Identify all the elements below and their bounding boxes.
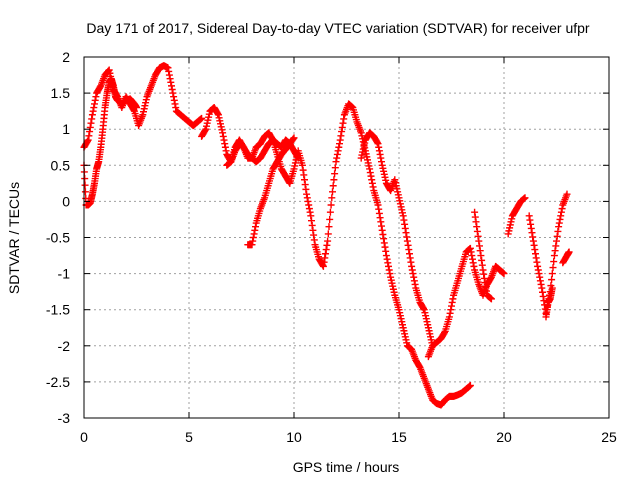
data-point xyxy=(548,276,556,284)
series-track-d xyxy=(223,136,302,169)
data-point xyxy=(548,270,556,278)
y-tick-label: 1.5 xyxy=(51,85,71,101)
x-tick-label: 0 xyxy=(80,429,88,445)
data-point xyxy=(169,89,177,97)
data-point xyxy=(466,382,474,390)
data-point xyxy=(548,284,556,292)
y-tick-label: 1 xyxy=(62,121,70,137)
grid xyxy=(84,57,609,418)
y-tick-label: 0 xyxy=(62,193,70,209)
y-tick-label: -1 xyxy=(58,266,71,282)
y-tick-label: -2.5 xyxy=(46,374,70,390)
data-point xyxy=(549,264,557,272)
x-tick-label: 10 xyxy=(286,429,302,445)
data-points xyxy=(80,62,573,409)
data-point xyxy=(89,107,97,115)
data-point xyxy=(330,176,338,184)
axis-ticks: 0 5 10 15 20 25 -3 -2.5 -2 -1.5 -1 -0.5 0 0.5 1 1.5 2 xyxy=(46,49,617,445)
series-track-h xyxy=(471,208,495,303)
series-track-k xyxy=(542,284,556,321)
data-point xyxy=(324,230,332,238)
y-tick-label: -1.5 xyxy=(46,302,70,318)
data-point xyxy=(249,234,257,241)
series-track-i xyxy=(504,194,529,238)
data-point xyxy=(252,223,259,231)
data-point xyxy=(81,181,89,189)
series-track-e xyxy=(244,134,298,249)
series-track-a xyxy=(80,62,206,151)
data-point xyxy=(327,201,335,209)
data-point xyxy=(165,71,173,79)
x-axis-label: GPS time / hours xyxy=(293,459,400,475)
data-point xyxy=(251,226,259,234)
data-point xyxy=(290,134,298,142)
data-point xyxy=(221,143,229,151)
y-tick-label: -2 xyxy=(58,338,71,354)
data-point xyxy=(84,136,92,144)
data-point xyxy=(198,114,206,122)
series-track-f xyxy=(357,129,437,350)
data-point xyxy=(565,248,573,256)
data-point xyxy=(331,170,339,178)
data-point xyxy=(326,208,334,216)
x-tick-label: 15 xyxy=(391,429,407,445)
data-point xyxy=(329,182,337,190)
y-tick-label: 0.5 xyxy=(51,157,71,173)
x-tick-label: 25 xyxy=(601,429,617,445)
data-point xyxy=(324,237,332,245)
series-track-l xyxy=(559,248,573,267)
data-point xyxy=(326,215,334,223)
data-point xyxy=(133,104,140,112)
data-point xyxy=(329,188,336,196)
data-point xyxy=(81,188,89,196)
data-point xyxy=(81,175,89,183)
y-tick-label: -0.5 xyxy=(46,230,70,246)
y-axis-label: SDTVAR / TECUs xyxy=(6,182,22,294)
y-tick-label: 2 xyxy=(62,49,70,65)
data-point xyxy=(550,258,558,266)
x-tick-label: 5 xyxy=(185,429,193,445)
data-point xyxy=(88,115,96,123)
data-point xyxy=(294,154,302,162)
data-point xyxy=(325,223,333,231)
x-tick-label: 20 xyxy=(496,429,512,445)
series-track-g xyxy=(424,244,508,361)
data-point xyxy=(563,190,571,198)
series-track-b xyxy=(80,75,140,209)
data-point xyxy=(105,66,113,74)
data-point xyxy=(521,194,529,202)
data-point xyxy=(91,96,99,104)
data-point xyxy=(331,164,339,172)
data-point xyxy=(328,194,336,202)
data-point xyxy=(487,295,495,303)
data-point xyxy=(500,270,508,278)
chart-title: Day 171 of 2017, Sidereal Day-to-day VTE… xyxy=(86,20,590,36)
y-tick-label: -3 xyxy=(58,410,71,426)
